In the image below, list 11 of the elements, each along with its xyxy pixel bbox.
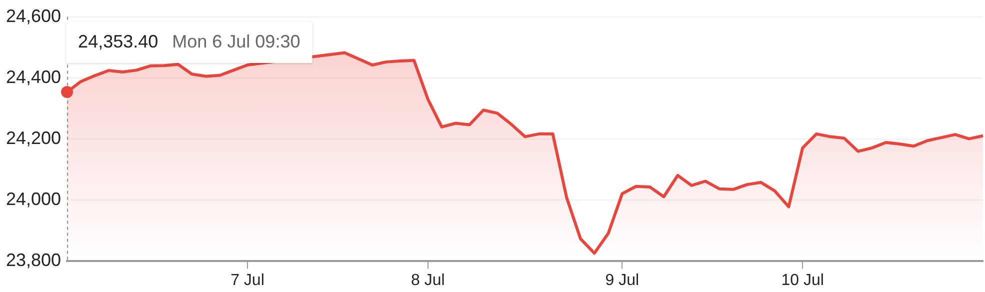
y-tick-label: 24,600 (6, 6, 62, 26)
y-tick-label: 23,800 (6, 250, 62, 270)
x-tick-label: 7 Jul (230, 272, 264, 289)
x-tick-label: 9 Jul (605, 272, 640, 289)
x-tick-label: 10 Jul (781, 272, 824, 289)
y-tick-label: 24,200 (6, 128, 62, 148)
y-tick-label: 24,000 (6, 188, 62, 209)
annotation: Mon 6 Jul 09:30 (172, 31, 300, 52)
annotation: 24,353.40 (78, 31, 158, 52)
y-tick-label: 24,400 (6, 66, 62, 87)
x-tick-label: 8 Jul (410, 272, 445, 289)
